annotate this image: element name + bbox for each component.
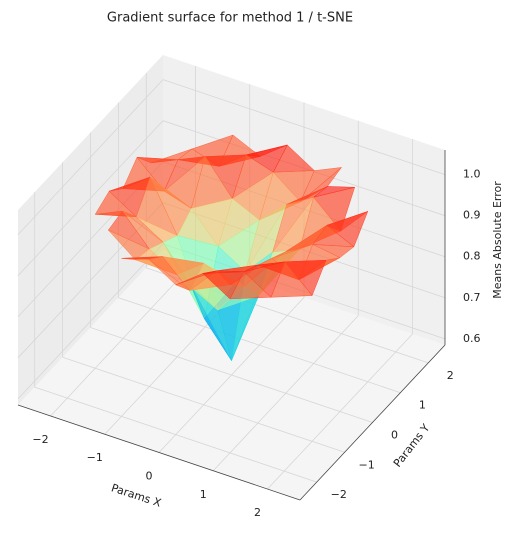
surface-facet bbox=[229, 271, 272, 300]
axis-line bbox=[299, 344, 446, 501]
grid-line bbox=[34, 386, 317, 483]
z-tick-label: 0.8 bbox=[463, 250, 481, 263]
grid-line bbox=[17, 243, 164, 400]
grid-line bbox=[162, 79, 446, 176]
grid-line bbox=[17, 120, 164, 276]
grid-line bbox=[62, 356, 345, 453]
surface-facet bbox=[270, 261, 313, 298]
grid-line bbox=[118, 297, 401, 394]
grid-line bbox=[90, 327, 373, 423]
chart-title: Gradient surface for method 1 / t-SNE bbox=[107, 11, 353, 26]
x-tick-label: −1 bbox=[87, 451, 103, 464]
y-tick-label: 1 bbox=[419, 399, 426, 412]
surface bbox=[94, 134, 369, 362]
x-tick-label: 0 bbox=[146, 470, 153, 483]
panes bbox=[17, 55, 446, 501]
y-tick-label: −2 bbox=[331, 488, 347, 501]
x-tick-label: −2 bbox=[32, 433, 48, 446]
x-axis-label: Params X bbox=[110, 481, 164, 509]
y-tick-label: 0 bbox=[391, 429, 398, 442]
z-tick-label: 1.0 bbox=[463, 168, 481, 181]
z-axis-label: Means Absolute Error bbox=[491, 181, 504, 299]
x-tick-label: 1 bbox=[200, 488, 207, 501]
y-tick-label: 2 bbox=[447, 369, 454, 382]
z-tick-label: 0.7 bbox=[463, 291, 481, 304]
x-tick-label: 2 bbox=[254, 506, 261, 519]
grid-line bbox=[17, 79, 164, 235]
z-tick-label: 0.6 bbox=[463, 332, 481, 345]
z-tick-label: 0.9 bbox=[463, 209, 481, 222]
y-tick-label: −1 bbox=[359, 458, 375, 471]
axis-line bbox=[17, 404, 301, 501]
